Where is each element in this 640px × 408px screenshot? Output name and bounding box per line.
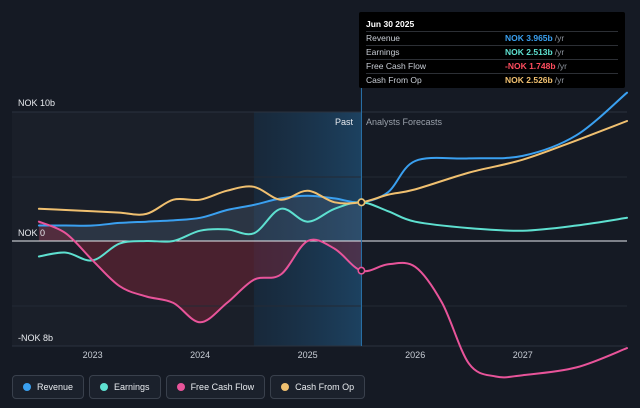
tooltip-unit-cash-from-op: /yr <box>554 75 565 85</box>
series-markers <box>357 198 366 275</box>
tooltip-row-free-cash-flow: Free Cash Flow -NOK 1.748b/yr <box>366 59 618 73</box>
chart-background <box>12 112 362 346</box>
legend-item-free-cash-flow[interactable]: Free Cash Flow <box>165 375 266 399</box>
axis-labels: NOK 10b NOK 0 -NOK 8b Past Analysts Fore… <box>18 98 443 343</box>
tooltip-unit-free-cash-flow: /yr <box>557 61 567 71</box>
past-label: Past <box>335 117 354 127</box>
legend-label-cash-from-op: Cash From Op <box>295 382 355 392</box>
tooltip-unit-earnings: /yr <box>554 47 565 57</box>
tooltip-label-free-cash-flow: Free Cash Flow <box>366 61 426 71</box>
x-tick-2026: 2026 <box>405 350 425 360</box>
tooltip-value-free-cash-flow: -NOK 1.748b <box>505 61 556 71</box>
tooltip-value-earnings: NOK 2.513b <box>505 47 553 57</box>
tooltip-value-cash-from-op: NOK 2.526b <box>505 75 553 85</box>
tooltip-row-earnings: Earnings NOK 2.513b/yr <box>366 45 618 59</box>
line-earnings <box>37 201 628 262</box>
legend-label-free-cash-flow: Free Cash Flow <box>190 382 255 392</box>
fcf-area <box>38 221 362 323</box>
legend-item-cash-from-op[interactable]: Cash From Op <box>270 375 366 399</box>
legend-dot-earnings <box>100 383 109 391</box>
tooltip-rows: Revenue NOK 3.965b/yr Earnings NOK 2.513b/y… <box>366 31 618 87</box>
series-lines <box>37 91 628 379</box>
forecast-label: Analysts Forecasts <box>366 117 443 127</box>
marker-free-cash-flow <box>357 266 366 275</box>
x-ticks: 2023 2024 2025 2026 2027 <box>83 350 533 360</box>
legend-dot-revenue <box>23 383 31 391</box>
line-free-cash-flow <box>37 220 628 379</box>
tooltip-label-revenue: Revenue <box>366 33 401 43</box>
y-label-zero: NOK 0 <box>18 228 45 238</box>
legend: Revenue Earnings Free Cash Flow Cash From O… <box>12 375 366 399</box>
marker-cash-from-op <box>357 198 366 207</box>
x-tick-2025: 2025 <box>298 350 318 360</box>
y-label-bottom: -NOK 8b <box>18 333 53 343</box>
highlight-region <box>253 112 362 346</box>
legend-item-earnings[interactable]: Earnings <box>89 375 161 399</box>
x-tick-2027: 2027 <box>513 350 533 360</box>
legend-item-revenue[interactable]: Revenue <box>12 375 85 399</box>
tooltip-date: Jun 30 2025 <box>366 19 415 29</box>
line-revenue <box>37 91 628 227</box>
legend-dot-cash-from-op <box>281 383 290 391</box>
legend-label-revenue: Revenue <box>37 382 74 392</box>
line-cash-from-op <box>37 120 628 216</box>
tooltip-row-cash-from-op: Cash From Op NOK 2.526b/yr <box>366 73 618 87</box>
tooltip-label-earnings: Earnings <box>366 47 400 57</box>
legend-label-earnings: Earnings <box>114 382 150 392</box>
y-label-top: NOK 10b <box>18 98 55 108</box>
tooltip-unit-revenue: /yr <box>554 33 565 43</box>
tooltip-value-revenue: NOK 3.965b <box>505 33 553 43</box>
x-tick-2023: 2023 <box>83 350 103 360</box>
legend-dot-free-cash-flow <box>176 383 185 391</box>
tooltip-row-revenue: Revenue NOK 3.965b/yr <box>366 31 618 45</box>
tooltip-label-cash-from-op: Cash From Op <box>366 75 422 85</box>
tooltip: Jun 30 2025 Revenue NOK 3.965b/yr Earnings… <box>359 12 625 88</box>
x-tick-2024: 2024 <box>190 350 210 360</box>
